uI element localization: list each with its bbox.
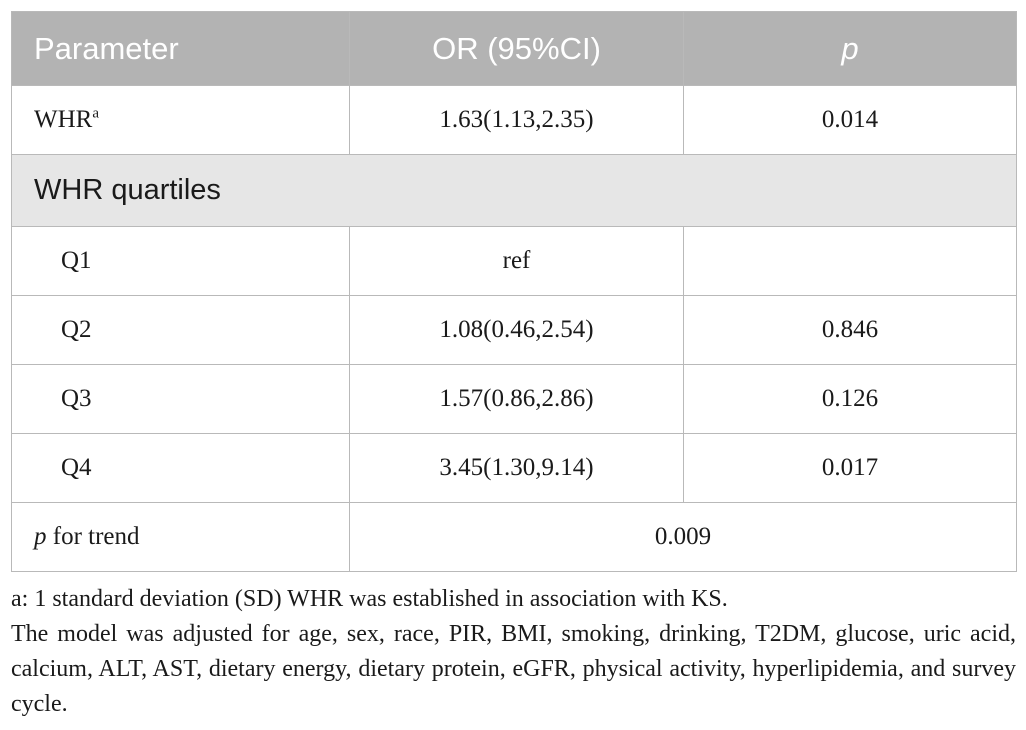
q4-or: 3.45(1.30,9.14) xyxy=(349,433,684,503)
footnote-model: The model was adjusted for age, sex, rac… xyxy=(11,621,1016,717)
trend-label-rest: for trend xyxy=(46,523,140,550)
odds-ratio-table: Parameter OR (95%CI) p WHRa 1.63(1.13,2.… xyxy=(11,11,1017,572)
footnote-marker-a: a xyxy=(92,105,99,122)
table-row-q1: Q1 ref xyxy=(11,226,1017,296)
whr-p: 0.014 xyxy=(683,85,1017,155)
table-row-whr: WHRa 1.63(1.13,2.35) 0.014 xyxy=(11,85,1017,155)
q3-or: 1.57(0.86,2.86) xyxy=(349,364,684,434)
q3-p: 0.126 xyxy=(683,364,1017,434)
row-label-q3: Q3 xyxy=(11,364,350,434)
q2-p: 0.846 xyxy=(683,295,1017,365)
whr-or: 1.63(1.13,2.35) xyxy=(349,85,684,155)
row-label-q4: Q4 xyxy=(11,433,350,503)
whr-label: WHR xyxy=(34,106,93,133)
table-row-trend: p for trend 0.009 xyxy=(11,502,1017,572)
q1-or: ref xyxy=(349,226,684,296)
q1-p xyxy=(683,226,1017,296)
table-row-q4: Q4 3.45(1.30,9.14) 0.017 xyxy=(11,433,1017,503)
trend-p-italic: p xyxy=(34,523,47,550)
section-label: WHR quartiles xyxy=(11,154,1017,227)
header-row: Parameter OR (95%CI) p xyxy=(11,11,1017,86)
trend-value: 0.009 xyxy=(349,502,1017,572)
table-footnotes: a: 1 standard deviation (SD) WHR was est… xyxy=(11,582,1016,722)
header-parameter: Parameter xyxy=(11,11,350,86)
table-row-q3: Q3 1.57(0.86,2.86) 0.126 xyxy=(11,364,1017,434)
row-label-whr: WHRa xyxy=(11,85,350,155)
header-or: OR (95%CI) xyxy=(349,11,684,86)
q4-p: 0.017 xyxy=(683,433,1017,503)
header-p: p xyxy=(683,11,1017,86)
q2-or: 1.08(0.46,2.54) xyxy=(349,295,684,365)
results-table-container: Parameter OR (95%CI) p WHRa 1.63(1.13,2.… xyxy=(11,11,1017,572)
section-row-quartiles: WHR quartiles xyxy=(11,154,1017,227)
row-label-q1: Q1 xyxy=(11,226,350,296)
row-label-q2: Q2 xyxy=(11,295,350,365)
row-label-trend: p for trend xyxy=(11,502,350,572)
footnote-a: a: 1 standard deviation (SD) WHR was est… xyxy=(11,586,728,612)
table-row-q2: Q2 1.08(0.46,2.54) 0.846 xyxy=(11,295,1017,365)
